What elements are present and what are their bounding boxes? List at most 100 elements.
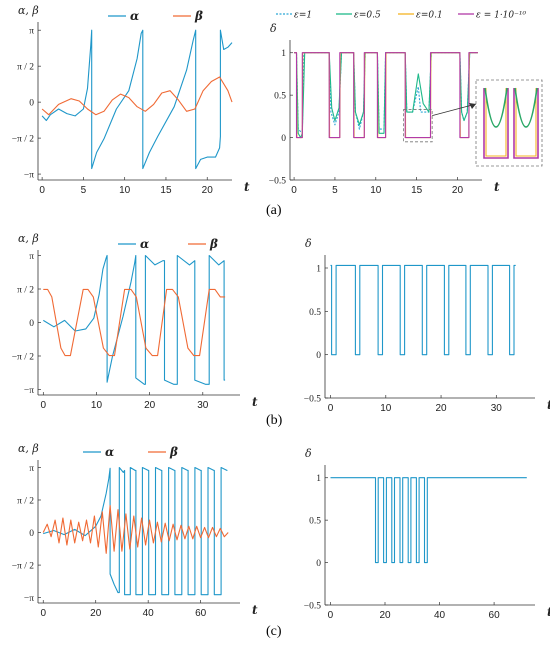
- x-tick-label: 0: [328, 403, 334, 414]
- legend-entry: α: [130, 9, 139, 23]
- legend-entry: ε = 1·10⁻¹⁰: [476, 11, 526, 21]
- inset-pulse-eps-05: [484, 87, 508, 128]
- legend-entry: β: [169, 445, 178, 459]
- y-tick-label: 0.5: [309, 308, 321, 318]
- x-tick-label: 20: [144, 400, 156, 411]
- inset-pulse-eps-01: [515, 88, 537, 157]
- y-tick-label: π: [29, 464, 34, 474]
- x-tick-label: 30: [197, 400, 209, 411]
- chart-b-right: 0 10 20 30 −0.5 0 0.5 1 δ t: [304, 237, 550, 414]
- y-tick-label: 1: [316, 265, 321, 275]
- y-tick-label: −0.5: [304, 395, 321, 405]
- y-tick-label: π / 2: [17, 496, 34, 506]
- x-axis-label: t: [244, 180, 250, 194]
- y-tick-label: 0.5: [309, 517, 321, 527]
- y-tick-label: π: [29, 27, 34, 37]
- caption-b: (b): [266, 413, 283, 428]
- y-tick-label: 0: [29, 99, 34, 109]
- legend-entry: α: [105, 445, 114, 459]
- x-tick-label: 20: [452, 185, 464, 196]
- series-line-series1: [41, 76, 233, 116]
- zoom-arrow: [432, 103, 477, 116]
- y-axis-label: δ: [270, 22, 277, 35]
- legend-entry: ε=0.5: [354, 11, 381, 21]
- legend-entry: ε=0.1: [416, 11, 443, 21]
- series-line-series0: [294, 52, 478, 134]
- y-axis-label: α, β: [18, 442, 39, 455]
- series-line-series3: [294, 52, 478, 139]
- x-tick-label: 10: [370, 185, 382, 196]
- legend-entry: β: [209, 237, 218, 251]
- inset-pulse-eps-05: [514, 87, 538, 128]
- zoom-region-box: [403, 109, 433, 143]
- x-tick-label: 20: [435, 403, 447, 414]
- y-tick-label: 0: [316, 559, 321, 569]
- series-line-series0: [43, 466, 228, 596]
- legend-entry: α: [140, 237, 149, 251]
- y-tick-label: −π: [24, 171, 34, 181]
- y-tick-label: π / 2: [17, 286, 34, 296]
- y-tick-label: −π / 2: [12, 352, 35, 362]
- x-tick-label: 15: [160, 185, 172, 196]
- chart-a-left: 0 5 10 15 20 −π −π / 2 0 π / 2 π α, β t α β: [12, 4, 250, 196]
- x-tick-label: 30: [491, 403, 503, 414]
- y-tick-label: 1: [281, 49, 286, 59]
- series-line-series0: [41, 29, 233, 170]
- y-tick-label: 0: [29, 319, 34, 329]
- y-axis-label: δ: [305, 237, 312, 250]
- caption-c: (c): [266, 624, 282, 639]
- y-tick-label: −0.5: [304, 602, 321, 612]
- inset-pulse-eps-small: [483, 88, 509, 159]
- y-tick-label: 0.5: [274, 92, 286, 102]
- x-tick-label: 0: [291, 185, 297, 196]
- x-tick-label: 10: [380, 403, 392, 414]
- x-tick-label: 60: [195, 608, 207, 619]
- zoom-inset-frame: [475, 79, 543, 167]
- x-tick-label: 0: [328, 610, 334, 621]
- inset-pulse-eps-01: [485, 88, 507, 157]
- x-tick-label: 5: [81, 185, 87, 196]
- x-axis-label: t: [547, 605, 550, 619]
- y-tick-label: −π / 2: [12, 135, 35, 145]
- inset-pulse-eps-small: [513, 88, 539, 159]
- y-tick-label: 0: [316, 351, 321, 361]
- x-axis-label: t: [252, 603, 258, 617]
- y-tick-label: −0.5: [269, 177, 286, 187]
- x-tick-label: 20: [90, 608, 102, 619]
- series-line-delta: [330, 264, 516, 356]
- x-tick-label: 10: [91, 400, 103, 411]
- x-axis-label: t: [494, 180, 500, 194]
- y-tick-label: 1: [316, 474, 321, 484]
- y-tick-label: −π: [24, 386, 34, 396]
- x-tick-label: 15: [411, 185, 423, 196]
- legend-entry: β: [194, 9, 203, 23]
- legend-entry: ε=1: [294, 11, 312, 21]
- x-tick-label: 5: [332, 185, 338, 196]
- series-line-series0: [43, 254, 226, 385]
- series-line-series1: [42, 505, 229, 554]
- x-axis-label: t: [252, 395, 258, 409]
- y-tick-label: 0: [29, 529, 34, 539]
- x-tick-label: 40: [434, 610, 446, 621]
- chart-b-left: 0 10 20 30 −π −π / 2 0 π / 2 π α, β t α β: [12, 232, 258, 411]
- x-tick-label: 10: [119, 185, 131, 196]
- series-line-delta: [330, 477, 527, 564]
- caption-a: (a): [266, 203, 282, 218]
- y-tick-label: π: [29, 252, 34, 262]
- chart-c-right: 0 20 40 60 −0.5 0 0.5 1 δ t: [304, 447, 550, 621]
- y-tick-label: −π / 2: [12, 562, 35, 572]
- y-tick-label: π / 2: [17, 63, 34, 73]
- chart-c-left: 0 20 40 60 −π −π / 2 0 π / 2 π α, β t α β: [12, 442, 258, 619]
- y-axis-label: α, β: [18, 232, 39, 245]
- x-tick-label: 0: [40, 608, 46, 619]
- y-axis-label: δ: [305, 447, 312, 460]
- y-tick-label: 0: [281, 134, 286, 144]
- y-axis-label: α, β: [18, 4, 39, 17]
- y-tick-label: −π: [24, 594, 34, 604]
- x-tick-label: 60: [489, 610, 501, 621]
- x-tick-label: 40: [143, 608, 155, 619]
- x-tick-label: 0: [39, 185, 45, 196]
- x-tick-label: 20: [202, 185, 214, 196]
- zoom-arrowhead: [469, 103, 476, 109]
